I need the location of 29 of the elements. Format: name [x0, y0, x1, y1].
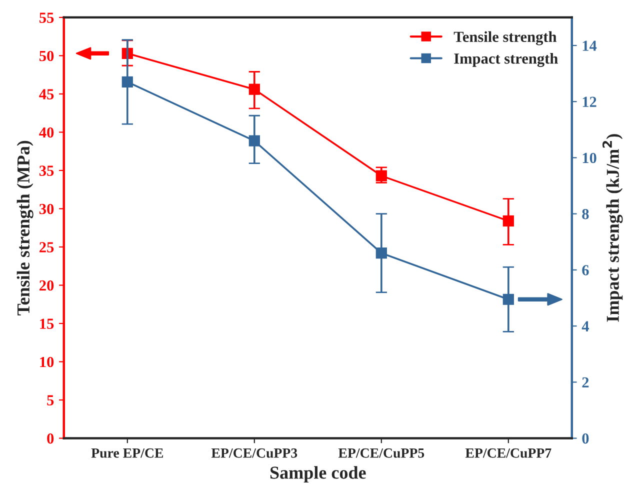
x-tick-label: EP/CE/CuPP7	[465, 448, 552, 458]
y2-tick-label: 14	[582, 40, 597, 51]
y-tick-label: 10	[40, 356, 54, 368]
x-tick-label: Pure EP/CE	[91, 448, 164, 458]
y-tick-label: 40	[39, 127, 54, 138]
y2-tick-label: 4	[582, 321, 589, 332]
legend-label: Impact strength	[454, 52, 558, 67]
y-tick-label: 55	[40, 12, 54, 23]
y2-tick-label: 6	[582, 265, 589, 276]
y-tick-label: 30	[39, 204, 54, 214]
y-tick-label: 25	[40, 242, 54, 252]
y-axis-title: Tensile strength (MPa)	[16, 140, 34, 316]
y2-tick-label: 8	[582, 208, 589, 220]
x-tick-label: EP/CE/CuPP5	[338, 448, 424, 458]
x-axis-title: Sample code	[270, 466, 366, 482]
y-tick-label: 15	[40, 318, 54, 329]
y2-tick-label: 10	[582, 152, 596, 164]
y2-tick-label: 12	[582, 96, 596, 107]
y2-tick-label: 2	[582, 377, 589, 388]
y2-tick-label: 0	[582, 433, 589, 444]
y-tick-label: 5	[47, 395, 54, 406]
y-tick-label: 20	[40, 280, 54, 291]
legend-label: Tensile strength	[454, 31, 557, 46]
y-tick-label: 0	[47, 433, 54, 444]
x-tick-label: EP/CE/CuPP3	[211, 448, 298, 458]
y-tick-label: 45	[39, 89, 54, 100]
y-tick-label: 35	[39, 166, 54, 176]
y-tick-label: 50	[40, 50, 54, 62]
y2-axis-title: Impact strength (kJ/m$^{2}$)	[602, 134, 623, 322]
